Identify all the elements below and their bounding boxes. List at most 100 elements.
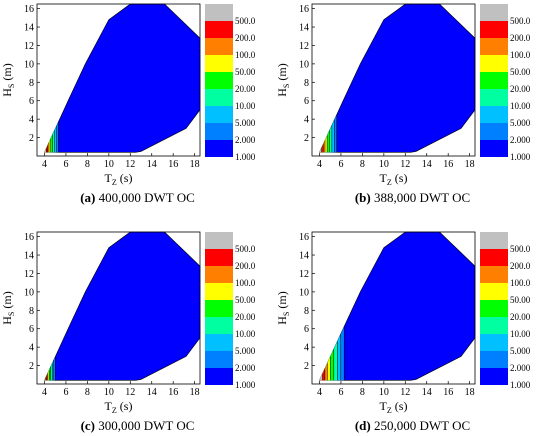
y-tick-label: 10 <box>299 59 309 70</box>
caption-a-letter: (a) <box>80 190 96 205</box>
y-tick-label: 8 <box>29 78 34 89</box>
x-tick-label: 16 <box>443 387 453 398</box>
caption-d-text: 250,000 DWT OC <box>373 418 471 433</box>
legend-label: 1.000 <box>235 380 256 390</box>
y-tick-label: 16 <box>299 232 309 243</box>
legend-label: 50.00 <box>235 67 256 77</box>
legend-label: 200.0 <box>510 33 531 43</box>
y-tick-label: 14 <box>24 23 34 34</box>
legend-swatch <box>205 123 233 140</box>
legend-label: 50.00 <box>510 67 531 77</box>
y-tick-label: 4 <box>29 343 34 354</box>
plot-frame <box>311 231 476 385</box>
x-tick-label: 8 <box>85 387 90 398</box>
contour-panel-c: 4 6 8 10 12 14 16 18 2 4 6 8 10 12 14 16 TZ (s) HS (m) 500… <box>0 231 256 415</box>
x-tick-label: 12 <box>125 159 135 170</box>
legend-swatch <box>480 334 508 351</box>
legend-label: 10.00 <box>235 101 256 111</box>
legend: 500.0 200.0 100.0 50.00 20.00 10.00 5.000 2.000… <box>205 232 256 390</box>
y-tick-label: 4 <box>304 343 309 354</box>
legend-label: 200.0 <box>510 261 531 271</box>
legend-swatch <box>205 38 233 55</box>
legend-swatch <box>205 249 233 266</box>
x-tick-label: 10 <box>379 387 389 398</box>
x-tick-label: 8 <box>360 159 365 170</box>
legend-swatch <box>480 232 508 249</box>
legend-label: 500.0 <box>235 244 256 254</box>
legend-label: 20.00 <box>510 84 531 94</box>
caption-c-letter: (c) <box>80 418 95 433</box>
y-axis-label: HS (m) <box>0 63 16 96</box>
legend-swatch <box>205 4 233 21</box>
legend-swatch <box>480 123 508 140</box>
x-tick-label: 8 <box>85 159 90 170</box>
y-tick-label: 16 <box>24 4 34 15</box>
legend-swatch <box>480 38 508 55</box>
legend-swatch <box>205 232 233 249</box>
y-tick-label: 2 <box>304 361 309 372</box>
legend-swatch <box>480 140 508 157</box>
x-tick-label: 16 <box>168 159 178 170</box>
legend-label: 1.000 <box>235 152 256 162</box>
legend-label: 2.000 <box>510 135 531 145</box>
legend-swatch <box>480 300 508 317</box>
legend: 500.0 200.0 100.0 50.00 20.00 10.00 5.000 2.000… <box>205 4 256 162</box>
x-tick-label: 14 <box>422 387 432 398</box>
legend-swatch <box>480 249 508 266</box>
legend-swatch <box>480 368 508 385</box>
legend-swatch <box>480 351 508 368</box>
legend-swatch <box>205 89 233 106</box>
legend-label: 50.00 <box>235 295 256 305</box>
legend-swatch <box>480 106 508 123</box>
legend-label: 5.000 <box>510 346 531 356</box>
x-tick-label: 18 <box>190 159 200 170</box>
caption-b-letter: (b) <box>354 190 371 205</box>
legend-label: 10.00 <box>510 329 531 339</box>
legend-swatch <box>480 55 508 72</box>
legend-swatch <box>205 283 233 300</box>
y-tick-label: 2 <box>304 133 309 144</box>
legend-label: 20.00 <box>510 312 531 322</box>
legend-swatch <box>480 89 508 106</box>
legend-swatch <box>480 317 508 334</box>
legend-label: 10.00 <box>235 329 256 339</box>
legend-swatch <box>205 72 233 89</box>
legend-label: 500.0 <box>510 16 531 26</box>
legend-label: 20.00 <box>235 312 256 322</box>
legend-swatch <box>205 55 233 72</box>
x-axis-label: TZ (s) <box>380 399 408 415</box>
contour-region-1 <box>44 231 201 381</box>
legend-label: 100.0 <box>510 50 531 60</box>
legend-label: 2.000 <box>235 135 256 145</box>
legend-swatch <box>205 351 233 368</box>
x-tick-label: 14 <box>147 387 157 398</box>
caption-a: (a) 400,000 DWT OC <box>0 190 275 206</box>
x-tick-label: 16 <box>443 159 453 170</box>
y-tick-label: 14 <box>299 251 309 262</box>
caption-b-text: 388,000 DWT OC <box>373 190 471 205</box>
x-tick-label: 10 <box>104 159 114 170</box>
y-tick-label: 10 <box>24 59 34 70</box>
x-tick-label: 12 <box>400 387 410 398</box>
legend-label: 5.000 <box>235 346 256 356</box>
y-tick-label: 8 <box>29 306 34 317</box>
y-tick-label: 2 <box>29 133 34 144</box>
legend-label: 1.000 <box>510 380 531 390</box>
plot-frame <box>311 3 476 157</box>
contour-bands <box>319 4 337 153</box>
caption-d: (d) 250,000 DWT OC <box>275 418 550 434</box>
y-tick-label: 12 <box>24 41 34 52</box>
legend-label: 1.000 <box>510 152 531 162</box>
y-tick-label: 6 <box>304 324 309 335</box>
legend-label: 500.0 <box>510 244 531 254</box>
x-tick-label: 6 <box>338 387 343 398</box>
legend-label: 200.0 <box>235 261 256 271</box>
contour-panel-b: 4 6 8 10 12 14 16 18 2 4 6 8 10 12 14 16 TZ (s) HS (m) 500… <box>275 3 531 187</box>
legend-swatch <box>480 21 508 38</box>
contour-panel-d: 4 6 8 10 12 14 16 18 2 4 6 8 10 12 14 16 TZ (s) HS (m) 500… <box>275 231 531 415</box>
x-axis-label: TZ (s) <box>105 399 133 415</box>
contour-region-1 <box>319 231 476 381</box>
y-axis-label: HS (m) <box>275 63 291 96</box>
y-tick-label: 6 <box>29 324 34 335</box>
x-tick-label: 4 <box>42 387 47 398</box>
